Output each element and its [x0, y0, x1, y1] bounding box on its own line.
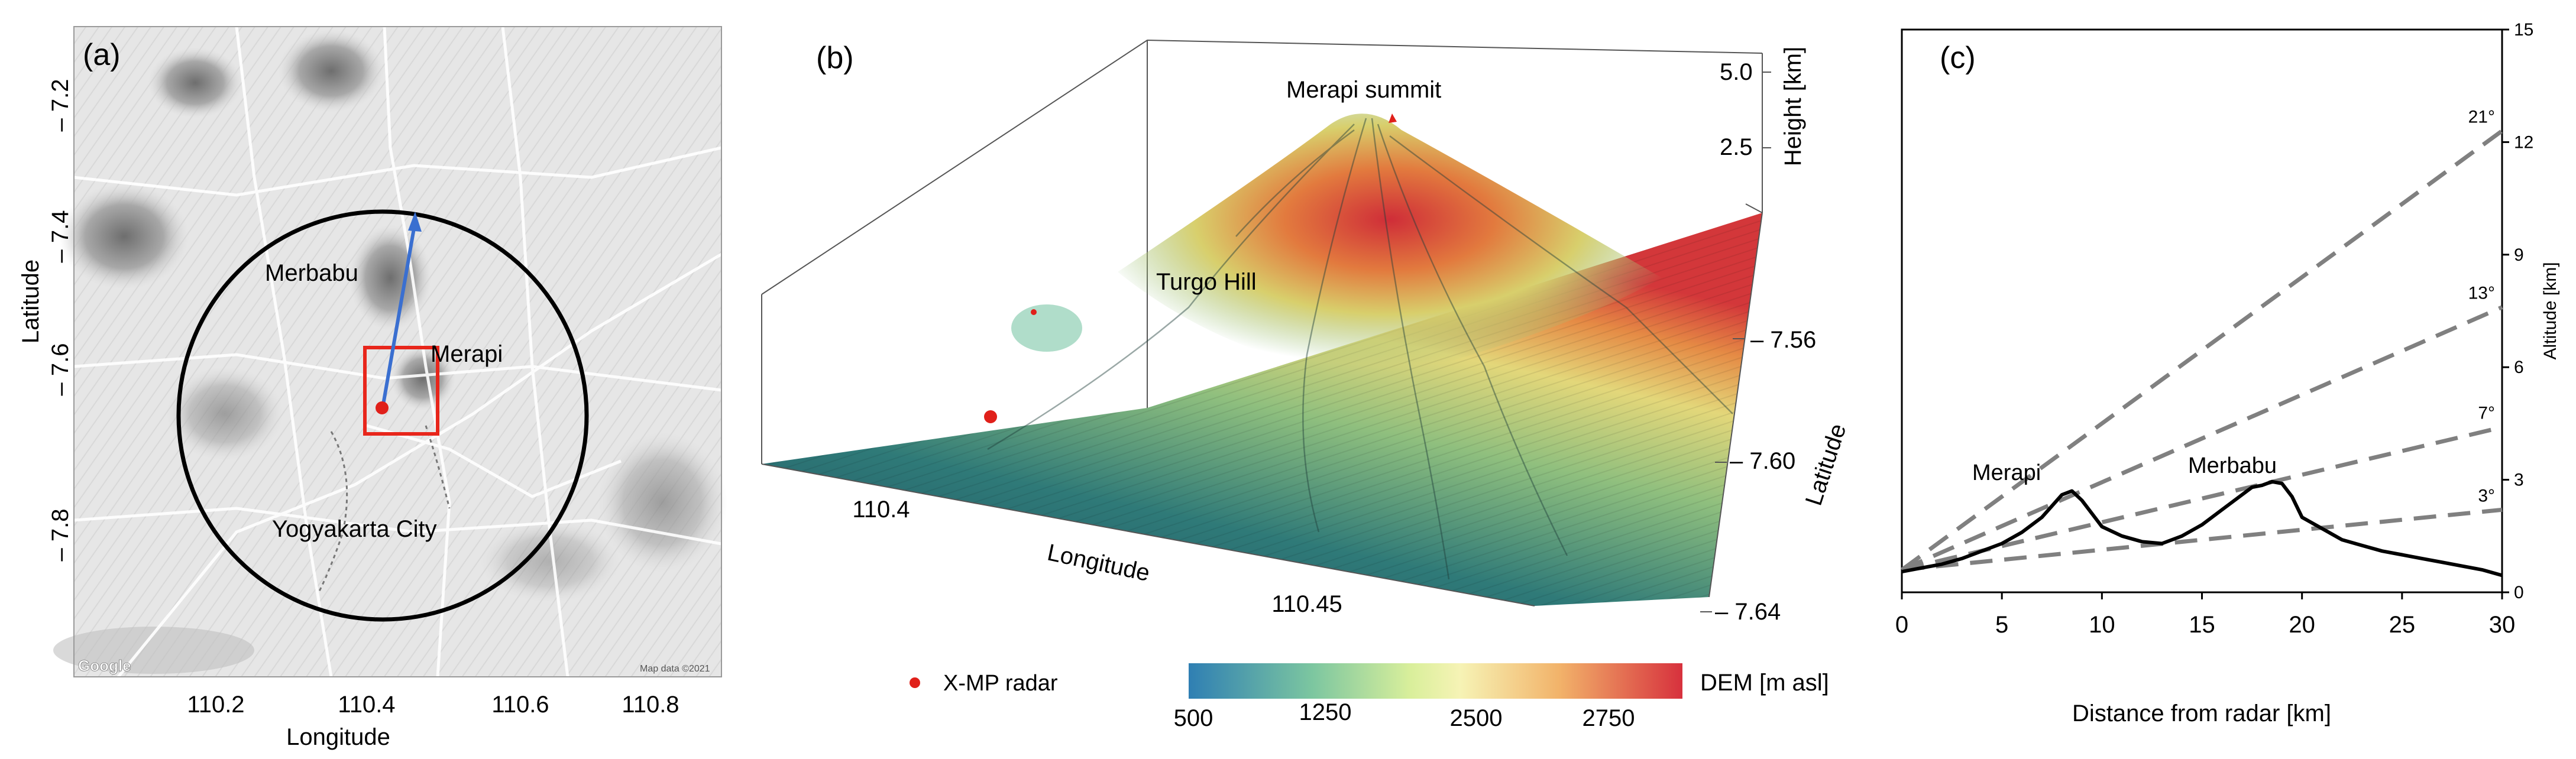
legend-radar-marker — [910, 677, 920, 688]
x-tick-label: 30 — [2489, 612, 2516, 638]
turgo-marker — [1031, 309, 1037, 315]
elevation-angle-label: 7° — [2478, 404, 2495, 423]
x-tick: 110.2 — [187, 692, 244, 718]
y-tick-label: 0 — [2514, 583, 2524, 602]
x-tick-label: 5 — [1995, 612, 2008, 638]
scan-direction-arrow — [381, 221, 417, 408]
dem-colorbar — [1189, 663, 1682, 699]
y-ticks: 0 3 6 9 12 15 — [2502, 20, 2533, 602]
lat-tick: – 7.56 — [1750, 327, 1816, 353]
y-tick: – 7.6 — [47, 343, 73, 396]
lat-tick: – 7.64 — [1715, 599, 1781, 625]
y-tick-label: 3 — [2514, 471, 2524, 490]
x-tick-label: 0 — [1895, 612, 1908, 638]
map-y-ticks: – 7.2 – 7.4 – 7.6 – 7.8 — [47, 79, 73, 562]
elevation-lines: 3° 7° 13° 21° — [1900, 107, 2504, 572]
colorbar-title: DEM [m asl] — [1700, 670, 1829, 696]
elevation-angle-label: 3° — [2478, 486, 2495, 505]
y-tick-label: 9 — [2514, 245, 2524, 265]
colorbar-tick: 1250 — [1299, 699, 1352, 725]
legend-radar-label: X-MP radar — [943, 671, 1058, 696]
elevation-angle-line — [1901, 305, 2503, 572]
turgo-hill-surface — [1011, 304, 1082, 352]
x-tick: 110.4 — [338, 692, 395, 718]
panel-a-label: (a) — [83, 38, 121, 72]
road-network — [73, 26, 723, 678]
lon-tick: 110.45 — [1271, 591, 1342, 617]
map-y-axis-label: Latitude — [18, 260, 44, 343]
map-credit: Map data ©2021 — [640, 664, 710, 674]
mountain-shade — [59, 183, 189, 290]
arrow-head-icon — [408, 212, 422, 232]
panel-c-profile-chart: 3° 7° 13° 21° 0 5 10 15 20 25 30 0 3 6 9 12 15 (c) Mer… — [1863, 0, 2576, 759]
x-ticks: 0 5 10 15 20 25 30 — [1895, 592, 2515, 638]
elevation-angle-label: 21° — [2468, 107, 2495, 126]
y-tick-label: 6 — [2514, 358, 2524, 377]
map-x-axis-label: Longitude — [286, 724, 390, 750]
x-tick: 110.6 — [491, 692, 549, 718]
colorbar-tick: 2500 — [1450, 705, 1503, 731]
radar-location-marker — [376, 401, 389, 414]
lon-tick: 110.4 — [852, 497, 910, 523]
summit-marker — [1389, 113, 1397, 123]
merapi-peak-surface — [1118, 113, 1662, 378]
height-tick: 5.0 — [1720, 59, 1753, 85]
elevation-angle-line — [1900, 129, 2504, 572]
plot-area — [1901, 28, 2503, 593]
summit-label: Merapi summit — [1286, 77, 1441, 103]
profile-chart: 3° 7° 13° 21° 0 5 10 15 20 25 30 0 3 6 9 12 15 (c) Mer… — [1895, 20, 2560, 726]
turgo-label: Turgo Hill — [1156, 269, 1257, 295]
dem-figure: Merapi summit Turgo Hill (b) 5.0 2.5 Hei… — [761, 39, 1852, 731]
y-tick-label: 12 — [2514, 132, 2533, 152]
map-figure: Merbabu Merapi Yogyakarta City (a) Googl… — [18, 26, 727, 750]
x-tick-label: 10 — [2089, 612, 2115, 638]
height-axis-label: Height [km] — [1780, 47, 1806, 166]
panel-c-label: (c) — [1940, 41, 1976, 75]
lat-tick: – 7.60 — [1730, 448, 1795, 474]
x-tick-label: 25 — [2389, 612, 2416, 638]
panel-a-map: Merbabu Merapi Yogyakarta City (a) Googl… — [0, 0, 739, 759]
label-yogyakarta: Yogyakarta City — [272, 516, 437, 542]
y-tick-label: 15 — [2514, 20, 2533, 40]
merapi-study-box — [363, 346, 439, 436]
colorbar-ticks: 500 1250 2500 2750 — [1174, 699, 1635, 731]
label-merapi: Merapi — [1972, 460, 2041, 485]
terrain-profile-group — [1901, 479, 2503, 578]
plot-box-frame — [761, 39, 1763, 464]
x-axis-label: Distance from radar [km] — [2072, 700, 2331, 726]
label-merbabu: Merbabu — [265, 260, 358, 286]
label-merbabu: Merbabu — [2188, 453, 2277, 478]
radar-location-marker — [984, 410, 997, 423]
y-tick: – 7.8 — [47, 509, 73, 562]
panel-b-dem-3d: Merapi summit Turgo Hill (b) 5.0 2.5 Hei… — [739, 0, 1863, 759]
colorbar-tick: 2750 — [1583, 705, 1635, 731]
map-x-ticks: 110.2 110.4 110.6 110.8 — [187, 692, 679, 718]
x-tick: 110.8 — [622, 692, 679, 718]
y-axis-label: Altitude [km] — [2541, 262, 2560, 359]
height-tick: 2.5 — [1720, 134, 1753, 160]
panel-b-label: (b) — [816, 41, 854, 75]
y-tick: – 7.2 — [47, 79, 73, 132]
elevation-angle-label: 13° — [2468, 284, 2495, 303]
y-tick: – 7.4 — [47, 210, 73, 263]
radar-coverage-circle — [176, 209, 589, 622]
lat-axis-label: Latitude — [1801, 420, 1852, 508]
label-merapi: Merapi — [431, 341, 503, 367]
x-tick-label: 20 — [2289, 612, 2315, 638]
lon-axis-label: Longitude — [1045, 539, 1152, 586]
google-watermark: Google — [78, 657, 131, 674]
x-tick-label: 15 — [2189, 612, 2215, 638]
terrain-profile-line — [1901, 479, 2503, 578]
terrain-ridges — [987, 118, 1733, 580]
colorbar-tick: 500 — [1174, 705, 1213, 731]
